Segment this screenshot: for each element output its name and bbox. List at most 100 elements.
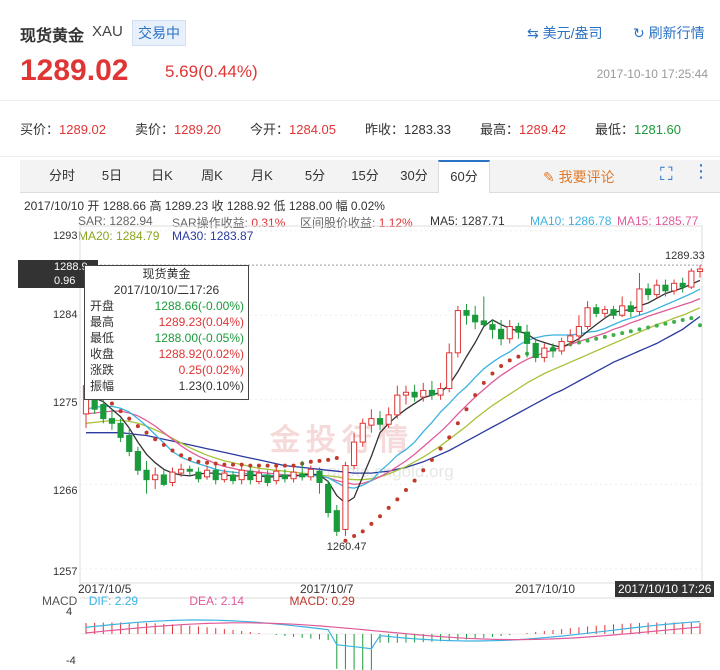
candle [117, 418, 124, 443]
sar-dot [360, 529, 365, 534]
refresh-label: 刷新行情 [648, 25, 705, 41]
sar-dot [256, 463, 261, 468]
crosshair-date-label: 2017/10/10 17:26 [615, 581, 715, 597]
candle-body [454, 310, 461, 354]
tab-weekly[interactable]: 周K [201, 168, 223, 183]
candle [376, 411, 384, 430]
sar-dot [386, 505, 391, 510]
candle [203, 465, 211, 480]
y-tick-label: 1293 [53, 230, 78, 242]
sar-dot [265, 463, 270, 468]
candle-body [584, 307, 591, 328]
more-vertical-icon[interactable]: ⋮ [692, 161, 710, 181]
candle [333, 505, 340, 537]
candle [212, 465, 219, 485]
sar-dot [507, 358, 512, 363]
y-tick-label: 1284 [53, 309, 78, 321]
sar-dot [464, 407, 469, 412]
candle [601, 305, 608, 318]
sar-dot [403, 487, 408, 492]
candle [316, 467, 323, 494]
tab-5min[interactable]: 5分 [304, 168, 326, 183]
sar-dot [109, 401, 114, 406]
candle-body [523, 331, 531, 344]
tab-5day[interactable]: 5日 [101, 168, 123, 183]
candle [653, 279, 660, 299]
period-tabs: 分时 5日 日K 周K 月K 5分 15分 30分 60分 [20, 160, 720, 193]
sar-dot [118, 409, 123, 414]
candle [506, 319, 513, 344]
candle [290, 467, 297, 483]
candle [281, 469, 288, 483]
sar-dot [274, 463, 279, 468]
tab-30min[interactable]: 30分 [400, 168, 428, 183]
sar-dot [378, 514, 383, 519]
sar-dot [282, 463, 287, 468]
comment-button[interactable]: ✎ 我要评论 [543, 167, 615, 187]
current-price: 1289.02 [20, 54, 129, 87]
dea-value: DEA: 2.14 [189, 594, 245, 608]
candle-body [645, 288, 652, 296]
sar-dot [343, 538, 348, 543]
candle-body [333, 510, 340, 532]
candle [411, 384, 418, 402]
candle-body [402, 391, 410, 396]
candle-body [126, 435, 133, 452]
candle [454, 305, 461, 358]
sar-dot [672, 319, 677, 324]
candle-body [489, 324, 496, 330]
tab-daily[interactable]: 日K [151, 168, 173, 183]
sar-dot [473, 393, 478, 398]
fullscreen-icon[interactable]: ⛶ [660, 164, 673, 184]
macd-title: MACD [42, 594, 78, 608]
tooltip-title: 现货黄金 [142, 267, 191, 281]
sar-dot [663, 321, 668, 326]
candle [368, 409, 375, 433]
candle-body [203, 469, 211, 478]
candle-body [610, 309, 617, 316]
candle [645, 283, 652, 301]
refresh-button[interactable]: ↻ 刷新行情 [633, 23, 705, 43]
sar-dot [516, 354, 521, 359]
tab-monthly[interactable]: 月K [251, 168, 273, 183]
sar-dot [334, 456, 339, 461]
candle [342, 461, 349, 537]
watermark-text: 金投行情 [270, 424, 414, 457]
unit-switch-button[interactable]: ⇆ 美元/盎司 [527, 23, 603, 43]
sar-dot [127, 416, 132, 421]
candle-body [350, 441, 358, 467]
candle-body [601, 309, 608, 314]
dea-line [85, 622, 701, 641]
candle-body [342, 465, 349, 530]
candle [420, 382, 427, 402]
candle-body [670, 282, 678, 292]
candle-tooltip: 现货黄金 2017/10/10/二17:26 开盘 1288.66(-0.00%)… [84, 265, 249, 400]
candle-body [117, 422, 124, 438]
high-price: 最高：1289.42 [480, 122, 567, 137]
candle [229, 471, 237, 485]
tab-fenshi[interactable]: 分时 [48, 168, 75, 183]
candle-body [229, 474, 237, 482]
macd-legend: MACD DIF: 2.29 DEA: 2.14 MACD: 0.29 [42, 594, 355, 608]
comment-label: 我要评论 [558, 169, 615, 185]
sar-dot [490, 371, 495, 376]
tooltip-row: 收盘 1288.92(0.02%) [90, 347, 244, 361]
candle-body [376, 418, 384, 425]
ma30-value: MA30: 1283.87 [172, 229, 254, 243]
macd-value: MACD: 0.29 [289, 594, 355, 608]
candle [247, 467, 254, 485]
candle [610, 305, 617, 320]
ma10-value: MA10: 1286.78 [530, 214, 612, 228]
tab-60min[interactable]: 60分 [438, 160, 490, 193]
tab-15min[interactable]: 15分 [351, 168, 379, 183]
candle [273, 467, 280, 485]
ma15-value: MA15: 1285.77 [617, 214, 699, 228]
ma20-line [85, 307, 701, 481]
candle [350, 432, 358, 470]
tooltip-row: 开盘 1288.66(-0.00%) [90, 299, 244, 313]
refresh-icon: ↻ [633, 25, 645, 41]
candle-body [541, 347, 548, 359]
candle-body [549, 347, 557, 352]
candle-body [498, 328, 505, 340]
